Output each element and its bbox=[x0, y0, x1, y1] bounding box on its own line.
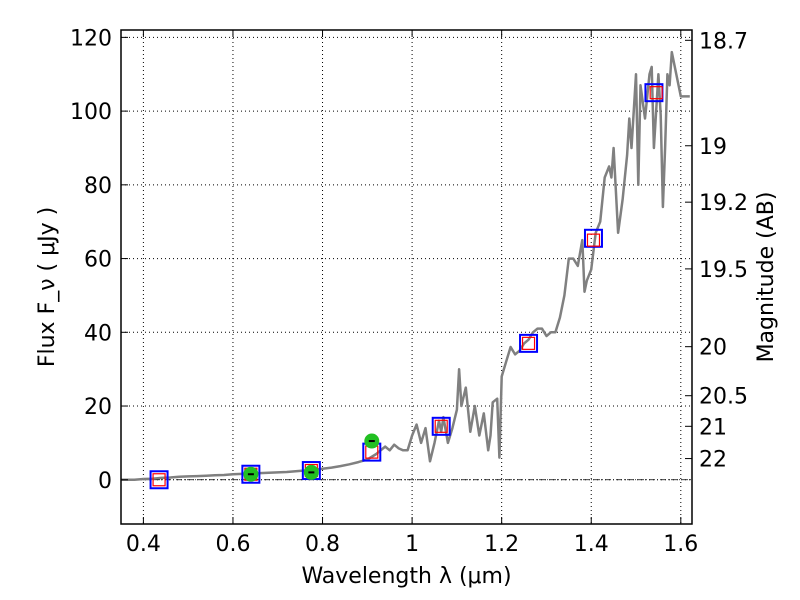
y-tick-label: 40 bbox=[84, 321, 112, 346]
axis-ticks bbox=[121, 30, 692, 524]
y-tick-label: 60 bbox=[84, 248, 112, 273]
red-square-point bbox=[586, 233, 601, 247]
magnitude-tick-label: 20 bbox=[699, 336, 727, 361]
magnitude-tick-label: 18.7 bbox=[699, 29, 748, 54]
blue-square-point bbox=[519, 333, 539, 353]
y-axis-label: Flux F_ν ( μJy ) bbox=[35, 207, 60, 367]
y-tick-label: 120 bbox=[70, 26, 112, 51]
red-square-point bbox=[521, 336, 536, 350]
blue-square-point bbox=[149, 470, 169, 490]
x-tick-labels: 0.4 0.6 0.8 1 1.2 1.4 1.6 bbox=[126, 532, 698, 557]
x-tick-label: 0.6 bbox=[215, 532, 250, 557]
y-tick-labels: 0 20 40 60 80 100 120 bbox=[70, 26, 112, 493]
y-tick-label: 80 bbox=[84, 174, 112, 199]
red-square-point bbox=[649, 86, 663, 100]
magnitude-tick-labels: 18.7 19 19.2 19.5 20 20.5 21 22 bbox=[699, 29, 748, 472]
red-square-point bbox=[434, 419, 448, 433]
right-axis-label: Magnitude (AB) bbox=[754, 192, 779, 363]
data-series bbox=[121, 50, 690, 490]
magnitude-tick-label: 19 bbox=[699, 135, 727, 160]
magnitude-tick-label: 19.5 bbox=[699, 258, 748, 283]
spectrum-line bbox=[121, 50, 690, 482]
blue-square-point bbox=[431, 416, 451, 436]
y-tick-label: 0 bbox=[98, 469, 112, 494]
x-axis-label: Wavelength λ (μm) bbox=[301, 564, 511, 589]
magnitude-tick-label: 19.2 bbox=[699, 191, 748, 216]
y-tick-label: 100 bbox=[70, 100, 112, 125]
x-tick-label: 1.2 bbox=[484, 532, 519, 557]
x-tick-label: 0.4 bbox=[126, 532, 161, 557]
magnitude-tick-label: 21 bbox=[699, 415, 727, 440]
x-tick-label: 1.6 bbox=[663, 532, 698, 557]
y-tick-label: 20 bbox=[84, 395, 112, 420]
x-tick-label: 1 bbox=[405, 532, 419, 557]
blue-square-point bbox=[241, 464, 261, 484]
x-tick-label: 0.8 bbox=[305, 532, 340, 557]
magnitude-tick-label: 22 bbox=[699, 448, 727, 473]
blue-square-point bbox=[583, 228, 603, 248]
x-tick-label: 1.4 bbox=[574, 532, 609, 557]
plot-frame bbox=[120, 29, 693, 525]
magnitude-tick-label: 20.5 bbox=[699, 385, 748, 410]
red-square-point bbox=[152, 473, 166, 487]
